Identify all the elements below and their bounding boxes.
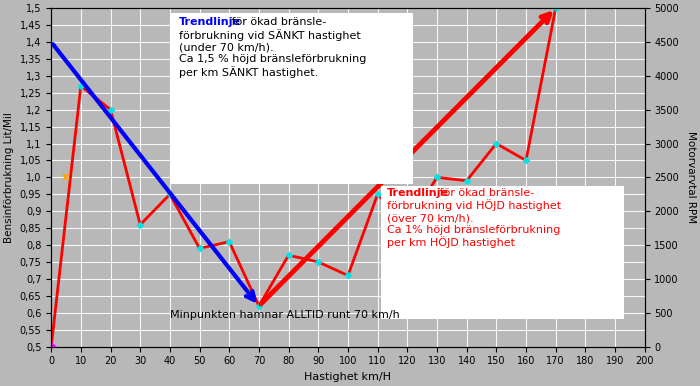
FancyBboxPatch shape bbox=[170, 13, 413, 184]
Text: för ökad bränsle-
förbrukning vid HÖJD hastighet
(över 70 km/h).
Ca 1% höjd brän: för ökad bränsle- förbrukning vid HÖJD h… bbox=[386, 188, 561, 249]
Y-axis label: Motorvarvtal RPM: Motorvarvtal RPM bbox=[686, 131, 696, 223]
Text: för ökad bränsle-
förbrukning vid SÄNKT hastighet
(under 70 km/h).
Ca 1,5 % höjd: för ökad bränsle- förbrukning vid SÄNKT … bbox=[178, 17, 366, 78]
Y-axis label: Bensinförbrukning Lit/Mil: Bensinförbrukning Lit/Mil bbox=[4, 112, 14, 243]
X-axis label: Hastighet km/H: Hastighet km/H bbox=[304, 372, 391, 382]
Text: Trendlinje: Trendlinje bbox=[178, 17, 241, 27]
Text: Minpunkten hamnar ALLTID runt 70 km/h: Minpunkten hamnar ALLTID runt 70 km/h bbox=[170, 310, 400, 320]
FancyBboxPatch shape bbox=[381, 186, 624, 320]
Text: Trendlinje: Trendlinje bbox=[386, 188, 449, 198]
